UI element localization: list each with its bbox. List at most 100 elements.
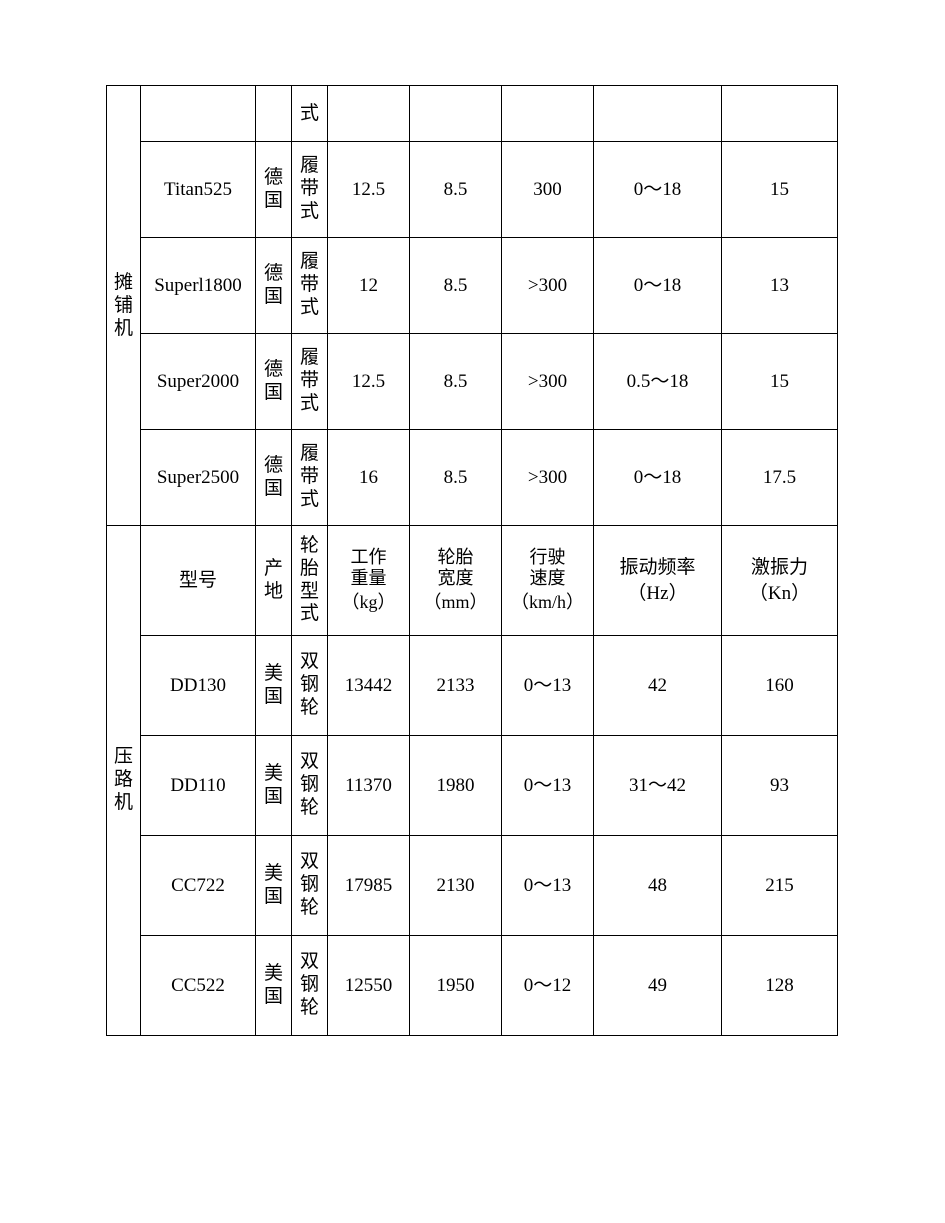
cell-text: 双钢轮 — [299, 751, 320, 819]
cell-text: 美国 — [263, 863, 284, 909]
cell-empty — [502, 86, 594, 142]
table-row: 摊铺机 式 — [107, 86, 838, 142]
cell-text: 17985 — [345, 873, 393, 899]
cell-type: 双钢轮 — [292, 836, 328, 936]
cell-c9: 17.5 — [722, 430, 838, 526]
cell-type: 双钢轮 — [292, 736, 328, 836]
cell-origin: 美国 — [256, 836, 292, 936]
cell-c5: 12550 — [328, 936, 410, 1036]
table-row: DD110 美国 双钢轮 11370 1980 0～13 31～42 93 — [107, 736, 838, 836]
cell-text: 履带式 — [299, 443, 320, 511]
cell-text: （kg） — [342, 590, 396, 614]
cell-empty — [722, 86, 838, 142]
cell-text: >300 — [528, 369, 567, 395]
cell-text: 产地 — [263, 558, 284, 604]
cell-c6: 1980 — [410, 736, 502, 836]
cell-model: CC522 — [141, 936, 256, 1036]
cell-text: Super2500 — [157, 465, 239, 491]
cell-text: 德国 — [263, 167, 284, 213]
cell-text: 轮胎型式 — [299, 535, 320, 626]
cell-text: 0～13 — [524, 673, 572, 699]
cell-text: 0～18 — [634, 273, 682, 299]
cell-text: 2130 — [437, 873, 475, 899]
section-label-paver: 摊铺机 — [107, 86, 141, 526]
cell-c7: >300 — [502, 238, 594, 334]
cell-empty — [328, 86, 410, 142]
cell-text: 行驶速度 — [528, 547, 568, 590]
cell-c7: 0～13 — [502, 736, 594, 836]
table-row: Titan525 德国 履带式 12.5 8.5 300 0～18 15 — [107, 142, 838, 238]
cell-c6: 8.5 — [410, 334, 502, 430]
cell-c6: 1950 — [410, 936, 502, 1036]
cell-type: 履带式 — [292, 334, 328, 430]
cell-c5: 13442 — [328, 636, 410, 736]
cell-c7: 0～12 — [502, 936, 594, 1036]
cell-type: 双钢轮 — [292, 636, 328, 736]
cell-model: Super2500 — [141, 430, 256, 526]
cell-text: 德国 — [263, 455, 284, 501]
cell-text: 激振力 — [751, 555, 808, 581]
cell-c9: 128 — [722, 936, 838, 1036]
cell-text: 13 — [770, 273, 789, 299]
cell-c8: 48 — [594, 836, 722, 936]
section-text: 摊铺机 — [113, 272, 134, 340]
cell-c8: 49 — [594, 936, 722, 1036]
cell-text: 8.5 — [444, 273, 468, 299]
cell-text: 工作重量 — [349, 547, 389, 590]
cell-type: 履带式 — [292, 142, 328, 238]
hdr-model: 型号 — [141, 526, 256, 636]
cell-text: DD130 — [170, 673, 226, 699]
cell-model: Super2000 — [141, 334, 256, 430]
cell-text: 12.5 — [352, 369, 385, 395]
cell-empty — [410, 86, 502, 142]
cell-c5: 12.5 — [328, 142, 410, 238]
cell-text: 31～42 — [629, 773, 686, 799]
cell-origin: 德国 — [256, 142, 292, 238]
cell-text: 双钢轮 — [299, 851, 320, 919]
table-row: Superl1800 德国 履带式 12 8.5 >300 0～18 13 — [107, 238, 838, 334]
cell-text: >300 — [528, 273, 567, 299]
cell-c7: >300 — [502, 430, 594, 526]
cell-c6: 8.5 — [410, 238, 502, 334]
cell-origin: 美国 — [256, 936, 292, 1036]
cell-c9: 13 — [722, 238, 838, 334]
cell-text: 履带式 — [299, 251, 320, 319]
cell-type-fragment: 式 — [292, 86, 328, 142]
cell-c7: 300 — [502, 142, 594, 238]
cell-text: （Kn） — [749, 581, 810, 607]
cell-c9: 160 — [722, 636, 838, 736]
cell-origin: 美国 — [256, 636, 292, 736]
cell-c6: 8.5 — [410, 142, 502, 238]
cell-text: 8.5 — [444, 369, 468, 395]
page: 摊铺机 式 Titan525 德国 履带式 12.5 8.5 300 0～18 … — [0, 0, 945, 1223]
table-row: CC722 美国 双钢轮 17985 2130 0～13 48 215 — [107, 836, 838, 936]
cell-c6: 2130 — [410, 836, 502, 936]
cell-empty — [141, 86, 256, 142]
cell-model: DD110 — [141, 736, 256, 836]
cell-text: 履带式 — [299, 347, 320, 415]
spec-table: 摊铺机 式 Titan525 德国 履带式 12.5 8.5 300 0～18 … — [106, 85, 838, 1036]
section-label-roller: 压路机 — [107, 526, 141, 1036]
cell-text: 履带式 — [299, 155, 320, 223]
hdr-type: 轮胎型式 — [292, 526, 328, 636]
cell-text: Super2000 — [157, 369, 239, 395]
cell-text: （km/h） — [511, 590, 584, 614]
cell-text: 美国 — [263, 663, 284, 709]
cell-model: Superl1800 — [141, 238, 256, 334]
cell-text: 16 — [359, 465, 378, 491]
cell-text: 48 — [648, 873, 667, 899]
cell-text: 德国 — [263, 359, 284, 405]
cell-text: 93 — [770, 773, 789, 799]
cell-c7: >300 — [502, 334, 594, 430]
cell-text: （Hz） — [627, 581, 687, 607]
cell-text: 双钢轮 — [299, 651, 320, 719]
cell-text: 0～18 — [634, 465, 682, 491]
cell-origin: 德国 — [256, 430, 292, 526]
cell-c8: 0～18 — [594, 430, 722, 526]
cell-text: 17.5 — [763, 465, 796, 491]
cell-c8: 0～18 — [594, 238, 722, 334]
cell-c6: 8.5 — [410, 430, 502, 526]
cell-text: 美国 — [263, 763, 284, 809]
cell-text: >300 — [528, 465, 567, 491]
cell-c8: 0～18 — [594, 142, 722, 238]
